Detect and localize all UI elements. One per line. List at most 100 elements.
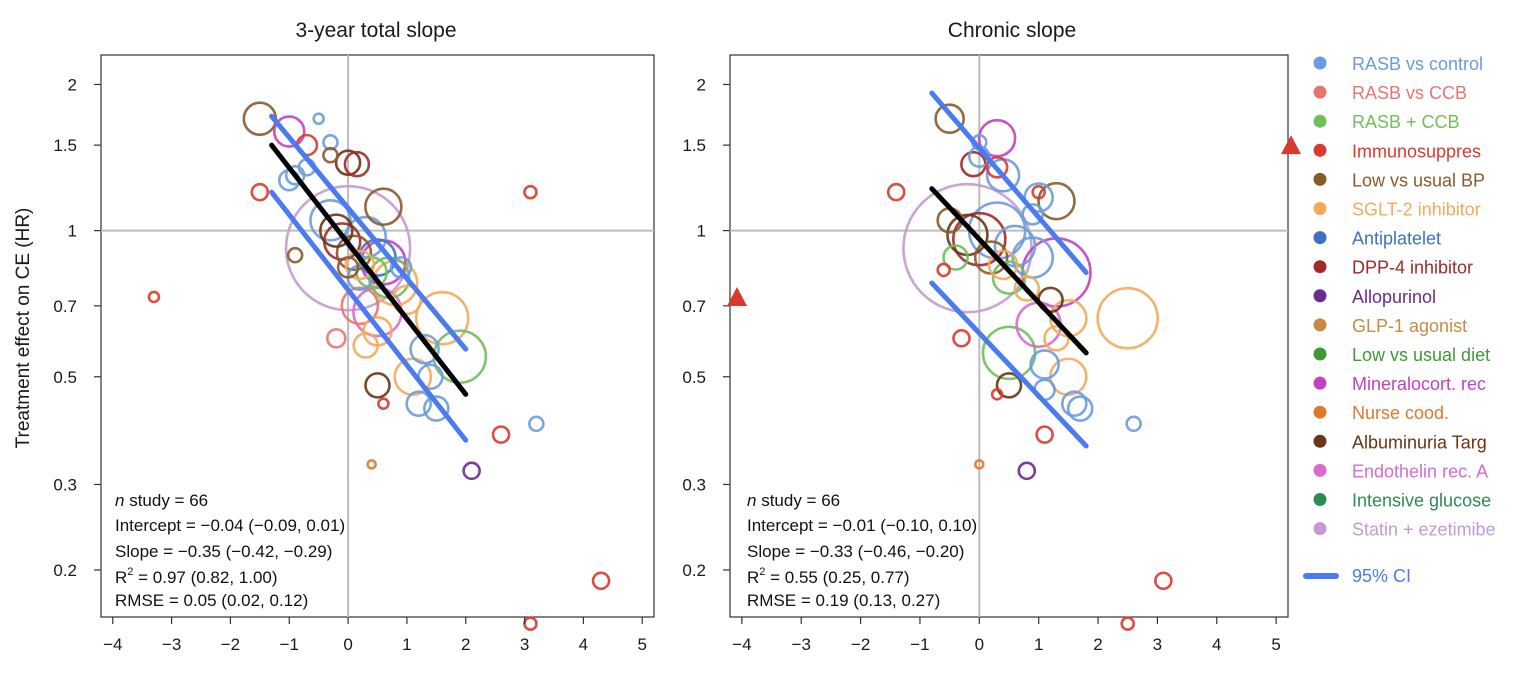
legend-marker [1313,405,1327,419]
x-tick-label: 5 [637,635,646,654]
legend-label: DPP-4 inhibitor [1352,258,1473,278]
panel-title: 3-year total slope [295,19,456,42]
stat-n-study: n study = 66 [747,491,840,510]
data-point [286,246,304,264]
y-axis-label: Treatment effect on CE (HR) [13,208,34,449]
data-point [1021,203,1045,226]
y-tick-label: 0.3 [53,475,77,494]
stat-n-study: n study = 66 [115,491,208,510]
x-tick-label: 3 [520,635,529,654]
data-point [414,290,470,346]
data-point [335,234,373,272]
data-point [272,115,306,148]
data-point [1043,325,1070,352]
data-point [987,249,1019,281]
stat-intercept: Intercept = −0.04 (−0.09, 0.01) [115,516,345,535]
legend-label: Endothelin rec. A [1352,461,1488,481]
data-point [309,199,352,242]
data-point [322,146,339,164]
y-tick-label: 0.2 [53,561,77,580]
y-tick-label: 0.7 [53,297,77,316]
x-tick-label: 3 [1153,635,1162,654]
x-ticks: −4 −3 −2 −1 0 1 2 3 4 5 [103,617,647,654]
legend-label: Immunosuppres [1352,141,1481,161]
legend-marker [1313,260,1327,274]
y-tick-label: 0.3 [682,475,706,494]
data-point [250,182,270,202]
panel-total-slope: 3-year total slope 0.20.30.50.711.52 −4−… [53,19,655,654]
legend-label: Low vs usual diet [1352,345,1490,365]
ci-lower-line [929,280,1089,449]
data-point [491,425,511,444]
legend-marker [1313,463,1327,477]
data-point [1096,286,1160,350]
data-point [334,149,362,177]
data-point [1125,415,1142,433]
data-point [389,256,413,279]
data-point [1037,181,1076,221]
data-point [409,333,440,365]
data-point [284,184,412,312]
panel-chronic-slope: Chronic slope 0.2 0.3 0.5 0.7 1 1.5 2 −4 −3 −2 −1… [682,19,1301,654]
legend-marker [1313,347,1327,361]
data-point [462,461,481,481]
data-point [528,415,545,433]
data-point [1154,571,1173,591]
legend-marker [1313,289,1327,303]
legend-marker [1313,143,1327,157]
data-point [319,213,354,248]
data-point [974,459,985,470]
x-tick-label: −3 [162,635,181,654]
legend-label: Nurse cood. [1352,403,1449,423]
legend-label: Intensive glucose [1352,491,1491,511]
y-tick-label: 1.5 [682,136,706,155]
plot-frame [100,54,655,618]
x-tick-label: −1 [280,635,299,654]
legend-marker [1313,231,1327,245]
regression-line [269,142,469,397]
legend-label: RASB vs CCB [1352,83,1467,103]
y-tick-label: 2 [697,75,706,94]
legend-marker [1313,522,1327,536]
data-point [1060,390,1088,418]
legend-marker [1313,318,1327,332]
legend-label: Allopurinol [1352,287,1436,307]
x-tick-label: −3 [792,635,811,654]
stats-box: n study = 66 Intercept = −0.04 (−0.09, 0… [115,491,345,610]
reference-lines [101,55,654,617]
legend-marker [1313,434,1327,448]
x-tick-label: −4 [732,635,751,654]
regression-line [929,186,1089,356]
x-ticks: −4 −3 −2 −1 0 1 2 3 4 5 [732,617,1281,654]
legend: RASB vs control RASB vs CCB RASB + CCB Immu… [1303,54,1496,586]
legend-marker [1313,85,1327,99]
data-point [377,397,390,411]
x-tick-label: −4 [103,635,122,654]
data-point [340,286,380,326]
data-point [886,182,906,202]
legend-label: GLP-1 agonist [1352,316,1467,336]
ci-upper-line [269,113,469,352]
data-point [934,103,965,135]
legend-label: Mineralocort. rec [1352,374,1486,394]
stats-box: n study = 66 Intercept = −0.01 (−0.10, 0… [747,491,977,610]
plot-frame [729,54,1289,618]
y-tick-label: 0.2 [682,561,706,580]
legend-label: SGLT-2 inhibitor [1352,200,1481,220]
y-tick-label: 2 [68,75,77,94]
legend-marker [1313,56,1327,70]
off-scale-markers [727,135,1301,306]
x-tick-label: 4 [579,635,588,654]
y-tick-label: 1 [68,222,77,241]
data-point [336,256,360,279]
x-tick-label: 2 [461,635,470,654]
data-point [591,571,611,591]
data-point [366,459,377,470]
data-point [523,184,538,200]
y-ticks: 0.2 0.3 0.5 0.7 1 1.5 2 [682,75,730,580]
data-point [995,372,1023,399]
data-point [312,112,325,126]
legend-label: Low vs usual BP [1352,170,1485,190]
stat-rmse: RMSE = 0.05 (0.02, 0.12) [115,591,308,610]
data-point [352,332,380,359]
